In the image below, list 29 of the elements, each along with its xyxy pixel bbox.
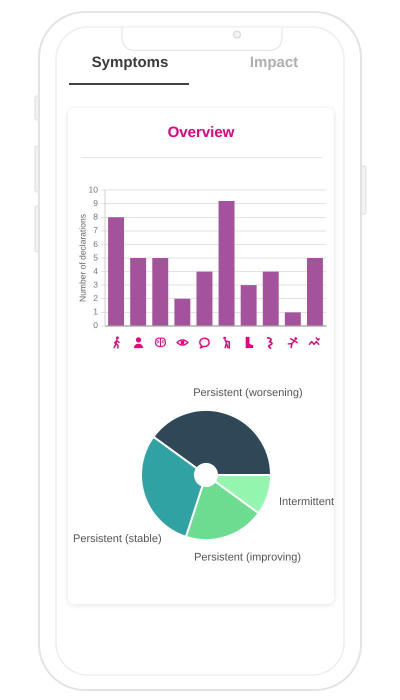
y-tick-label: 4 — [93, 266, 98, 276]
slice-label: Persistent (stable) — [72, 532, 162, 545]
bar — [240, 285, 257, 326]
bar — [262, 272, 279, 326]
y-tick-label: 1 — [93, 306, 98, 317]
bar — [108, 217, 124, 326]
slice-label: Persistent (worsening) — [193, 386, 303, 399]
bar — [284, 312, 301, 326]
text: Symptoms — [90, 54, 170, 71]
y-tick-label: 3 — [93, 280, 98, 290]
y-tick-label: 5 — [93, 252, 98, 262]
y-tick-label: 7 — [93, 225, 98, 236]
bar — [152, 258, 168, 326]
y-tick-label: 0 — [93, 320, 98, 330]
y-tick-label: 8 — [93, 212, 98, 222]
bar — [130, 258, 146, 326]
text: Impact — [248, 54, 300, 71]
slice-label: Intermittent — [278, 496, 334, 508]
y-tick-label: 9 — [93, 198, 98, 208]
y-axis-title: Number of declarations — [77, 214, 88, 302]
y-tick-label: 10 — [88, 184, 98, 194]
y-tick-label: 6 — [93, 238, 98, 249]
chart-title: Overview — [166, 124, 236, 141]
bar — [196, 272, 212, 326]
bar — [174, 298, 190, 326]
y-tick-label: 2 — [93, 293, 98, 304]
slice-label: Persistent (improving) — [194, 551, 302, 564]
bar — [218, 200, 235, 326]
bar — [306, 258, 323, 326]
